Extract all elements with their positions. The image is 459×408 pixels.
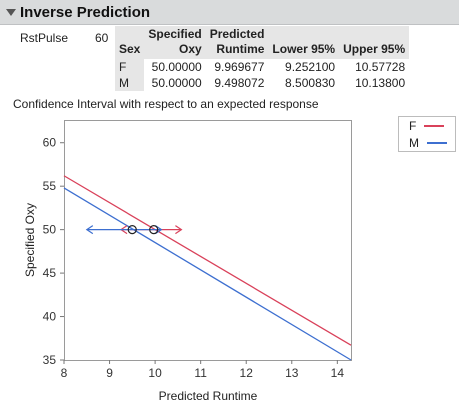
fit-line-m <box>63 187 352 361</box>
outline-title: Inverse Prediction <box>20 3 151 21</box>
prediction-point-f <box>149 225 159 235</box>
legend[interactable]: F M <box>398 116 456 152</box>
y-tick-label: 60 <box>43 136 57 150</box>
legend-item-m[interactable]: M <box>409 135 447 151</box>
inverse-prediction-table: Sex Specified Oxy Predicted Runtime Lower … <box>115 26 410 91</box>
table-row: M 50.00000 9.498072 8.500830 10.13800 <box>115 75 409 91</box>
x-tick-label: 9 <box>106 366 113 380</box>
table-row: F 50.00000 9.969677 9.252100 10.57728 <box>115 59 409 75</box>
column-header-sex: Sex <box>115 26 145 59</box>
ci-lower-arrow-m <box>85 225 94 235</box>
table-cell: F <box>115 59 145 75</box>
table-cell: 10.13800 <box>355 76 406 90</box>
column-header-lower-95: Lower 95% <box>268 26 340 59</box>
y-tick-label: 40 <box>43 310 57 324</box>
x-axis-label: Predicted Runtime <box>159 389 258 403</box>
ci-upper-arrow-f <box>175 225 183 235</box>
x-tick-label: 12 <box>240 366 254 380</box>
legend-swatch <box>427 142 447 144</box>
table-cell: 9.252100 <box>285 60 336 74</box>
table-cell: 50.00000 <box>151 60 202 74</box>
table-cell: 9.969677 <box>214 60 265 74</box>
table-cell: 50.00000 <box>151 76 202 90</box>
legend-swatch <box>424 125 445 127</box>
legend-label: M <box>409 136 419 150</box>
legend-item-f[interactable]: F <box>409 118 445 134</box>
x-tick-label: 11 <box>194 366 207 380</box>
y-tick-label: 35 <box>43 353 57 367</box>
table-header-row: Sex Specified Oxy Predicted Runtime Lower … <box>115 26 410 59</box>
x-tick-label: 13 <box>285 366 299 380</box>
plot-frame[interactable] <box>64 120 352 361</box>
disclosure-triangle-icon[interactable] <box>6 8 16 16</box>
table-cell: 9.498072 <box>214 76 265 90</box>
y-tick-label: 55 <box>43 179 57 193</box>
x-tick-label: 10 <box>148 366 162 380</box>
column-header-predicted-runtime: Predicted Runtime <box>205 26 269 59</box>
x-tick-label: 8 <box>61 366 68 380</box>
y-axis-label: Specified Oxy <box>23 203 37 277</box>
ci-caption: Confidence Interval with respect to an e… <box>13 97 319 111</box>
y-tick-label: 50 <box>43 223 57 237</box>
table-cell: 8.500830 <box>285 76 336 90</box>
x-tick-label: 14 <box>331 366 345 380</box>
fit-line-f <box>63 175 352 346</box>
legend-label: F <box>409 119 417 133</box>
outline-header[interactable]: Inverse Prediction <box>0 0 459 25</box>
parameter-value: 60 <box>95 31 109 45</box>
y-tick-label: 45 <box>43 266 57 280</box>
parameter-label: RstPulse <box>20 31 69 45</box>
table-cell: 10.57728 <box>355 60 406 74</box>
table-cell: M <box>115 75 145 91</box>
column-header-specified-oxy: Specified Oxy <box>144 26 206 59</box>
prediction-point-m <box>127 225 137 235</box>
column-header-upper-95: Upper 95% <box>339 26 410 59</box>
